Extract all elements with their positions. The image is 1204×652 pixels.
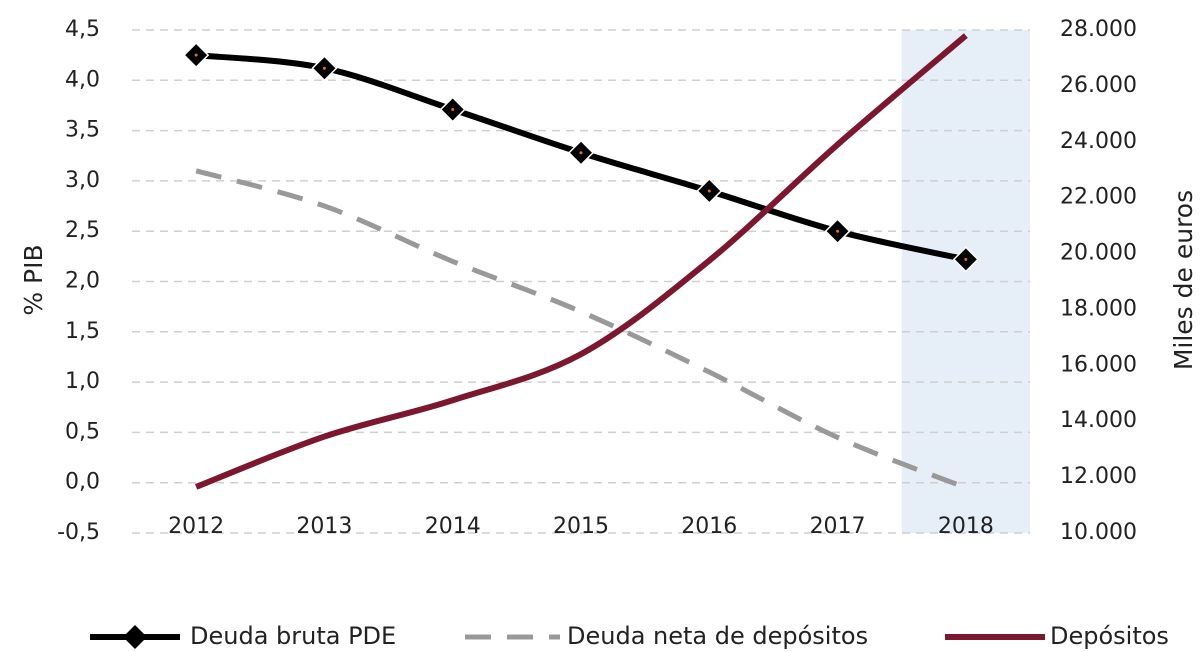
y-tick-label: 4,0 [65,67,100,92]
y-tick-label: 1,0 [65,369,100,394]
marker-dot [194,53,198,57]
y2-tick-label: 12.000 [1060,464,1137,489]
y-tick-label: -0,5 [57,520,100,545]
y2-tick-label: 22.000 [1060,185,1137,210]
marker-dot [322,66,326,70]
marker-dot [964,257,968,261]
x-tick-label: 2017 [810,514,866,539]
y2-axis-title: Miles de euros [1169,190,1198,370]
legend-marker [123,625,147,649]
y2-tick-label: 14.000 [1060,408,1137,433]
y-tick-label: 3,0 [65,168,100,193]
series-line [195,33,968,490]
y-tick-label: 3,5 [65,118,100,143]
y2-tick-label: 24.000 [1060,129,1137,154]
y-tick-label: 4,5 [65,17,100,42]
series-line [195,168,967,491]
y2-tick-label: 10.000 [1060,520,1137,545]
legend-label: Depósitos [1050,622,1169,650]
y2-tick-label: 26.000 [1060,73,1137,98]
x-tick-label: 2015 [553,514,609,539]
y2-tick-label: 28.000 [1060,17,1137,42]
y-tick-label: 0,5 [65,419,100,444]
y2-tick-label: 16.000 [1060,352,1137,377]
marker-dot [836,229,840,233]
x-tick-label: 2016 [681,514,737,539]
y-tick-label: 1,5 [65,319,100,344]
marker-dot [707,189,711,193]
y-tick-label: 2,5 [65,218,100,243]
marker-dot [451,107,455,111]
x-tick-label: 2012 [168,514,224,539]
x-tick-label: 2014 [425,514,481,539]
legend-label: Deuda neta de depósitos [567,622,868,650]
y2-tick-label: 20.000 [1060,241,1137,266]
x-tick-label: 2018 [938,514,994,539]
y2-tick-label: 18.000 [1060,296,1137,321]
x-tick-label: 2013 [296,514,352,539]
legend-label: Deuda bruta PDE [190,622,396,650]
y-tick-label: 0,0 [65,470,100,495]
y-tick-label: 2,0 [65,269,100,294]
marker-dot [579,151,583,155]
y-axis-title: % PIB [19,244,48,315]
